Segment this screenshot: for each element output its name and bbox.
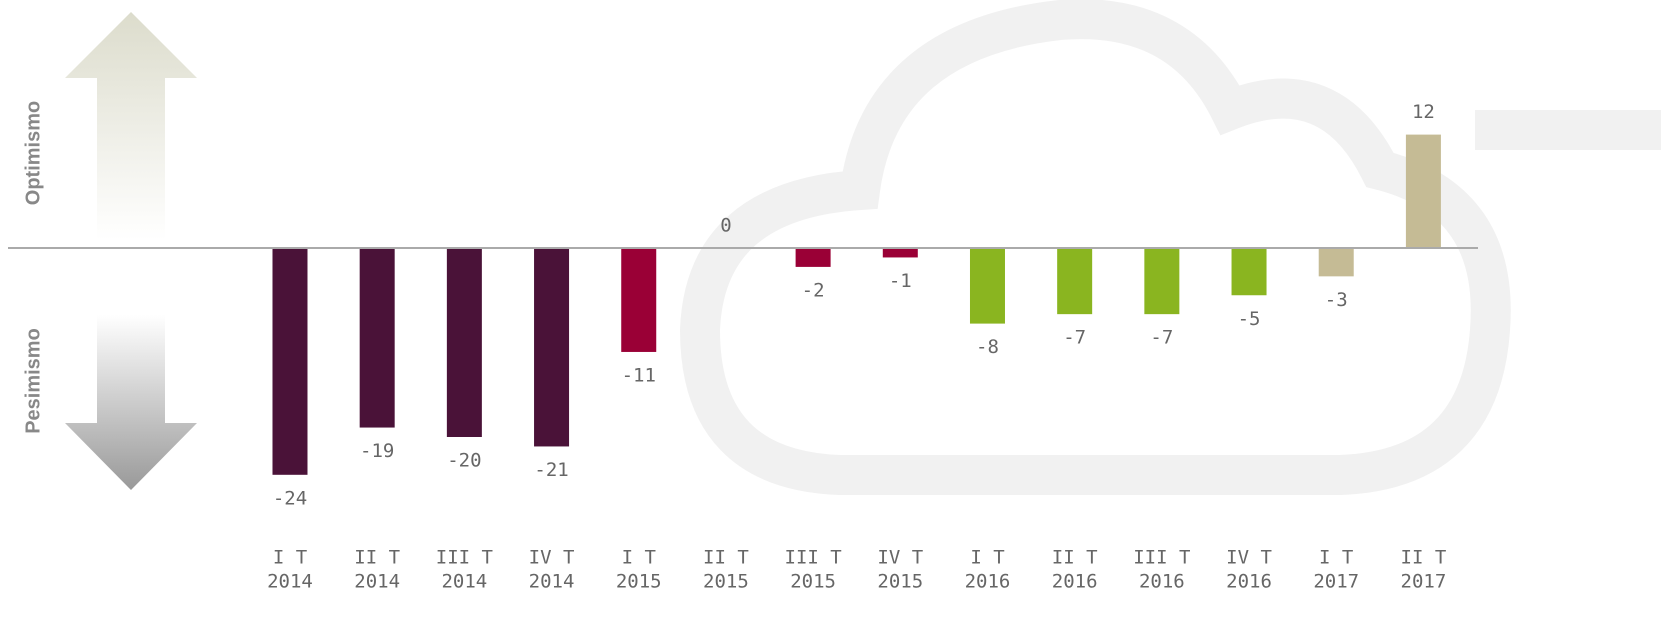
value-label: 12: [1412, 101, 1435, 123]
bar: [446, 248, 482, 437]
x-tick-label: II T: [1401, 547, 1447, 569]
x-tick-label: 2016: [1052, 571, 1098, 593]
value-label: -7: [1150, 327, 1173, 349]
bar: [621, 248, 657, 352]
value-label: -21: [534, 459, 568, 481]
bar: [969, 248, 1005, 324]
x-tick-label: 2014: [354, 571, 400, 593]
bar: [1057, 248, 1093, 315]
x-tick-label: I T: [970, 547, 1004, 569]
x-tick-label: 2014: [441, 571, 487, 593]
value-label: -8: [976, 336, 999, 358]
value-label: -19: [360, 440, 394, 462]
bar: [795, 248, 831, 267]
value-label: -2: [802, 279, 825, 301]
x-tick-label: III T: [436, 547, 493, 569]
x-tick-label: 2016: [1226, 571, 1272, 593]
x-tick-label: II T: [354, 547, 400, 569]
x-tick-label: 2015: [877, 571, 923, 593]
value-label: -5: [1238, 308, 1261, 330]
optimism-label: Optimismo: [22, 101, 44, 205]
x-tick-label: 2014: [529, 571, 575, 593]
x-tick-label: 2014: [267, 571, 313, 593]
pessimism-arrow: [65, 315, 197, 490]
value-label: -7: [1063, 327, 1086, 349]
bar: [359, 248, 395, 428]
bar: [1405, 134, 1441, 248]
x-tick-label: III T: [785, 547, 842, 569]
x-tick-label: III T: [1133, 547, 1190, 569]
x-tick-label: I T: [622, 547, 656, 569]
x-tick-label: II T: [1052, 547, 1098, 569]
pessimism-label: Pesimismo: [22, 328, 44, 434]
x-tick-label: 2017: [1313, 571, 1359, 593]
value-label: -1: [889, 270, 912, 292]
x-tick-label: I T: [1319, 547, 1353, 569]
value-label: -20: [447, 450, 481, 472]
bar: [1318, 248, 1354, 277]
x-tick-label: IV T: [877, 547, 923, 569]
bar: [534, 248, 570, 447]
x-tick-label: 2016: [965, 571, 1011, 593]
x-tick-label: 2017: [1401, 571, 1447, 593]
value-label: -24: [273, 487, 307, 509]
x-tick-label: 2015: [790, 571, 836, 593]
bar: [882, 248, 918, 258]
value-label: -3: [1325, 289, 1348, 311]
x-tick-label: IV T: [529, 547, 575, 569]
optimism-arrow: [65, 12, 197, 240]
bar: [272, 248, 308, 475]
bar: [1231, 248, 1267, 296]
x-tick-label: I T: [273, 547, 307, 569]
x-tick-label: IV T: [1226, 547, 1272, 569]
value-label: 0: [720, 215, 731, 237]
value-label: -11: [622, 364, 656, 386]
x-tick-label: II T: [703, 547, 749, 569]
x-tick-label: 2015: [616, 571, 662, 593]
bar: [1144, 248, 1180, 315]
x-tick-label: 2015: [703, 571, 749, 593]
x-tick-label: 2016: [1139, 571, 1185, 593]
cloud-watermark: [679, 0, 1661, 495]
